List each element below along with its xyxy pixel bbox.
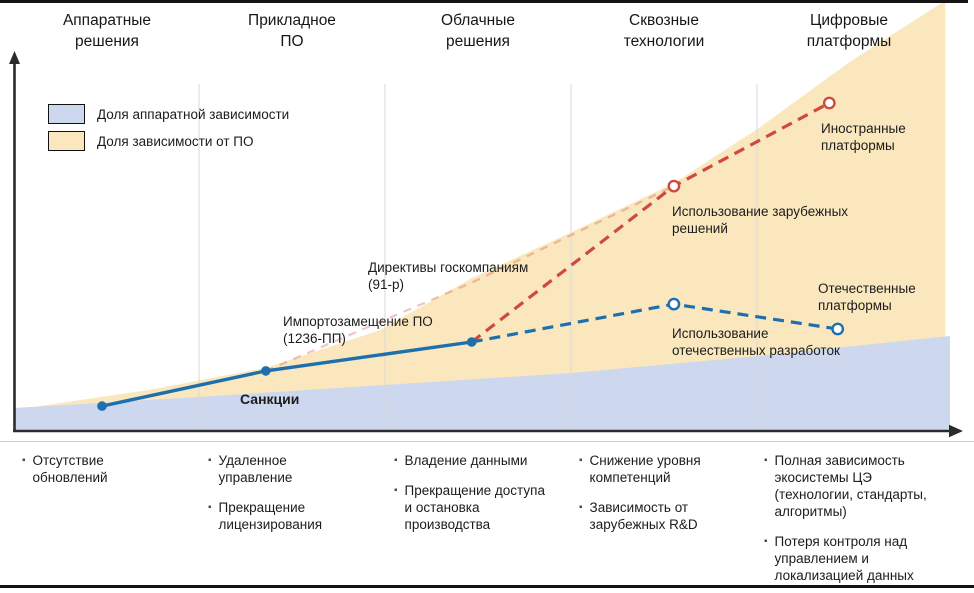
- legend-swatch-hardware: [48, 104, 85, 124]
- data-point-marker: [667, 179, 681, 193]
- list-item: ▪ Удаленное управление: [208, 452, 390, 486]
- chart-markers: [97, 96, 845, 411]
- x-axis-arrow-icon: [949, 424, 963, 438]
- annotation-state-directives: Директивы госкомпаниям (91-р): [368, 260, 529, 292]
- annotation-foreign-solutions: Использование зарубежных решений: [672, 204, 849, 236]
- list-item-text: Прекращение доступа и остановка производ…: [404, 483, 545, 532]
- legend-swatch-software: [48, 131, 85, 151]
- annotation-import-substitution: Импортозамещение ПО (1236-ПП): [283, 314, 433, 346]
- annotation-sanctions: Санкции: [240, 391, 300, 407]
- list-item-text: Снижение уровня компетенций: [589, 453, 701, 485]
- bullet-icon: ▪: [764, 536, 768, 547]
- column-header-hardware: Аппаратные решения: [62, 12, 152, 50]
- list-item-text: Прекращение лицензирования: [218, 500, 323, 532]
- list-item-text: Владение данными: [404, 453, 528, 468]
- bullet-icon: ▪: [394, 485, 398, 496]
- list-item: ▪ Полная зависимость экосистемы ЦЭ (техн…: [764, 452, 946, 520]
- data-point-marker: [261, 366, 271, 376]
- list-item: ▪ Прекращение лицензирования: [208, 499, 390, 533]
- list-item-text: Потеря контроля над управлением и локали…: [774, 534, 914, 583]
- annotation-domestic-platforms: Отечественные платформы: [818, 281, 916, 313]
- bullet-icon: ▪: [764, 455, 768, 466]
- data-point-marker: [97, 401, 107, 411]
- list-item: ▪ Потеря контроля над управлением и лока…: [764, 533, 946, 584]
- list-item: ▪ Снижение уровня компетенций: [579, 452, 761, 486]
- list-item-text: Удаленное управление: [218, 453, 293, 485]
- bullet-icon: ▪: [208, 502, 212, 513]
- risk-list-cross-tech: ▪ Снижение уровня компетенций ▪ Зависимо…: [579, 450, 761, 533]
- column-header-cross-tech: Сквозные технологии: [623, 12, 705, 50]
- legend-label-software: Доля зависимости от ПО: [97, 134, 254, 149]
- bullet-icon: ▪: [208, 455, 212, 466]
- column-header-cloud: Облачные решения: [441, 12, 515, 50]
- axes: [9, 51, 963, 438]
- y-axis-arrow-icon: [9, 51, 20, 64]
- list-item-text: Отсутствие обновлений: [32, 453, 108, 485]
- legend-label-hardware: Доля аппаратной зависимости: [97, 107, 290, 122]
- list-item: ▪ Прекращение доступа и остановка произв…: [394, 482, 576, 533]
- list-item-text: Зависимость от зарубежных R&D: [589, 500, 698, 532]
- list-item: ▪ Зависимость от зарубежных R&D: [579, 499, 761, 533]
- data-point-marker: [822, 96, 836, 110]
- data-point-marker: [667, 297, 681, 311]
- risk-list-digital-platforms: ▪ Полная зависимость экосистемы ЦЭ (техн…: [764, 450, 946, 584]
- risk-list-cloud: ▪ Владение данными ▪ Прекращение доступа…: [394, 450, 576, 533]
- software-dependency-area: [14, 0, 946, 431]
- hardware-dependency-area: [14, 336, 950, 431]
- bullet-icon: ▪: [579, 455, 583, 466]
- list-item-text: Полная зависимость экосистемы ЦЭ (технол…: [774, 453, 927, 519]
- data-point-marker: [466, 337, 477, 347]
- top-border: [0, 0, 968, 3]
- separator-line: [0, 441, 974, 442]
- risk-list-applied-software: ▪ Удаленное управление ▪ Прекращение лиц…: [208, 450, 390, 533]
- bullet-icon: ▪: [579, 502, 583, 513]
- list-item: ▪ Владение данными: [394, 452, 576, 469]
- bullet-icon: ▪: [394, 455, 398, 466]
- list-item: ▪ Отсутствие обновлений: [22, 452, 204, 486]
- column-header-digital-platforms: Цифровые платформы: [806, 12, 892, 50]
- annotation-foreign-platforms: Иностранные платформы: [821, 121, 906, 153]
- data-point-marker: [831, 322, 845, 336]
- risk-list-hardware: ▪ Отсутствие обновлений: [22, 450, 204, 486]
- bullet-icon: ▪: [22, 455, 26, 466]
- annotation-domestic-solutions: Использование отечественных разработок: [672, 326, 840, 358]
- column-header-applied-software: Прикладное ПО: [248, 12, 336, 50]
- bottom-border: [0, 585, 974, 588]
